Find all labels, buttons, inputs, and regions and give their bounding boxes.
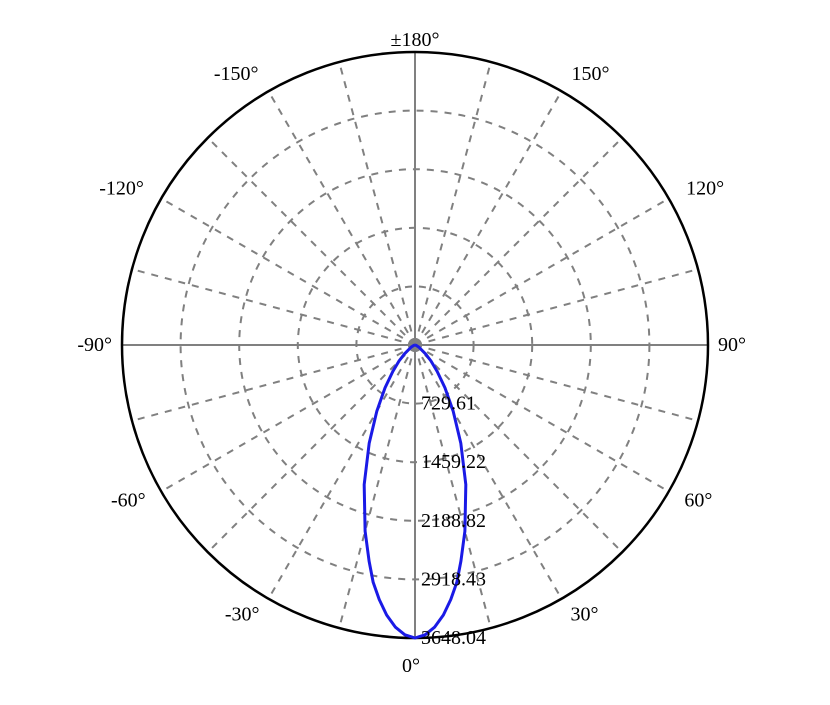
spoke-line [208,345,415,552]
radial-tick-label: 3648.04 [421,627,486,649]
spoke-line [415,269,698,345]
spoke-line [415,138,622,345]
spoke-line [132,345,415,421]
angle-label: 120° [686,178,724,200]
angle-label: -30° [225,603,260,625]
radial-labels: 729.61 1459.22 2188.82 2918.43 3648.04 [421,393,486,649]
spoke-line [415,199,669,346]
spoke-line [161,345,415,492]
spoke-line [339,345,415,628]
angle-label: ±180° [391,29,440,51]
radial-tick-label: 729.61 [421,393,476,415]
angle-label: 90° [718,334,746,356]
spoke-line [339,62,415,345]
angle-label: 60° [684,490,712,512]
radial-tick-label: 2918.43 [421,568,486,590]
angle-label: -150° [214,63,259,85]
spoke-line [415,62,491,345]
spoke-line [269,91,416,345]
spoke-line [132,269,415,345]
angle-label: -60° [111,490,146,512]
spoke-line [415,91,562,345]
angle-label: 30° [571,603,599,625]
angle-label: 150° [572,63,610,85]
radial-tick-label: 2188.82 [421,510,486,532]
polar-chart: 0° 30° 60° 90° 120° 150° ±180° -150° -120° -90° -6… [0,0,830,705]
spoke-line [161,199,415,346]
angle-labels: 0° 30° 60° 90° 120° 150° ±180° -150° -120° -90° -6… [77,29,746,677]
spoke-line [208,138,415,345]
angle-label: -90° [77,334,112,356]
angle-label: -120° [99,178,144,200]
spoke-line [269,345,416,599]
radial-tick-label: 1459.22 [421,451,486,473]
angle-label: 0° [402,655,420,677]
